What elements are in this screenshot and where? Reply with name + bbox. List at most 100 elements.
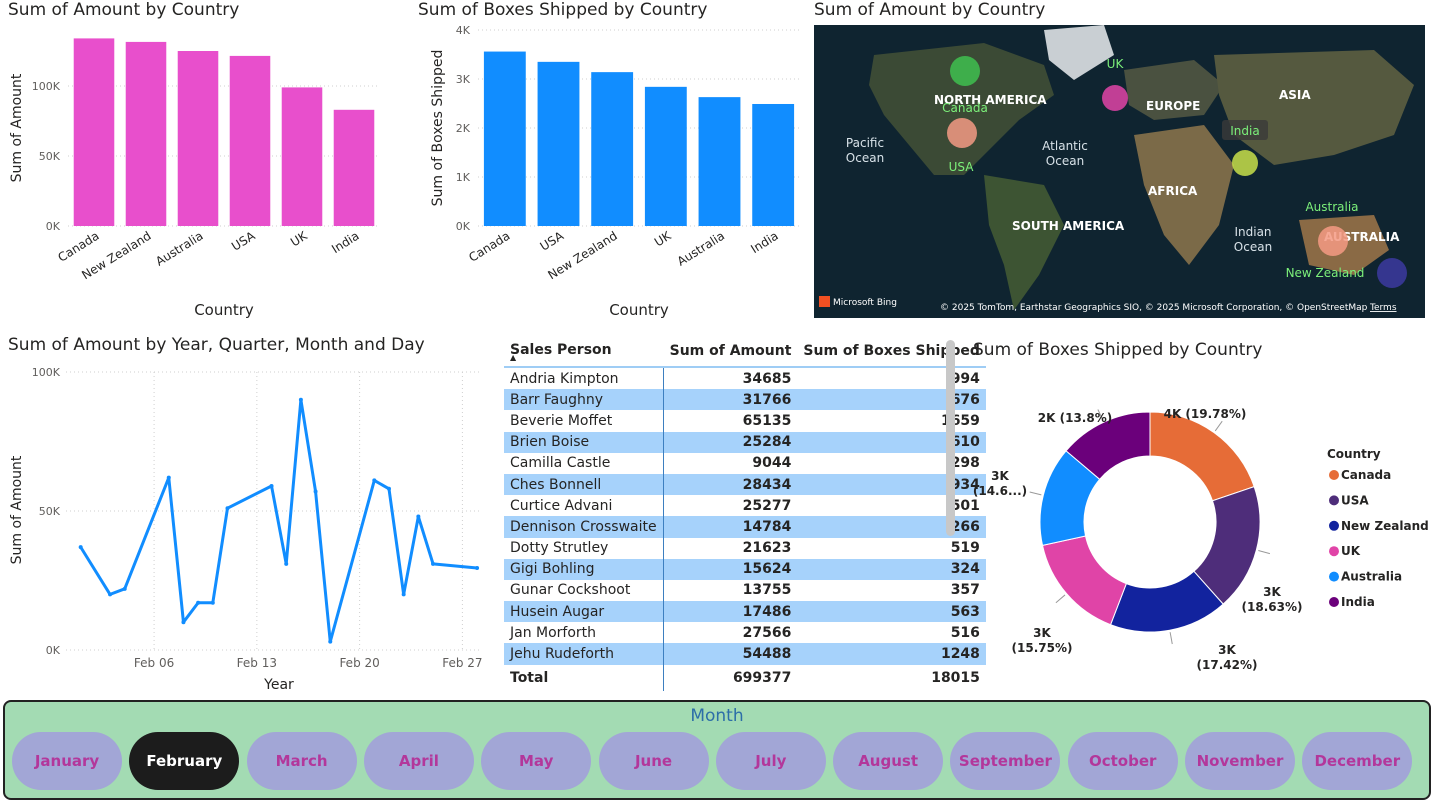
cell-sum-of-boxes: 298 [950, 455, 980, 472]
x-tick-label: India [329, 229, 361, 256]
line-point[interactable] [181, 620, 186, 625]
bar[interactable] [752, 103, 795, 226]
line-point[interactable] [122, 586, 127, 591]
table-row[interactable]: Curtice Advani 25277 501 [504, 495, 986, 517]
line-point[interactable] [401, 592, 406, 597]
amount-by-country-bar-chart: Sum of Amount by Country 0K 50K 100K Canada… [0, 0, 400, 322]
cell-sales-person: Dennison Crosswaite [504, 516, 664, 538]
month-button-january[interactable]: January [12, 732, 122, 790]
map-bubble-india [1232, 150, 1258, 176]
table-row[interactable]: Jehu Rudeforth 54488 1248 [504, 643, 986, 665]
line-point[interactable] [372, 478, 377, 483]
table-row[interactable]: Gigi Bohling 15624 324 [504, 558, 986, 580]
table-row[interactable]: Husein Augar 17486 563 [504, 601, 986, 623]
x-axis-title: Year [263, 677, 294, 693]
line-point[interactable] [431, 561, 436, 566]
chart-title: Sum of Boxes Shipped by Country [418, 0, 708, 20]
month-button-october[interactable]: October [1067, 732, 1178, 790]
table-row[interactable]: Camilla Castle 9044 298 [504, 452, 986, 474]
data-table: Sales Person ▲ Sum of Amount Sum of Boxes… [504, 336, 986, 691]
bar[interactable] [537, 61, 580, 226]
line-point[interactable] [416, 514, 421, 519]
donut-slice[interactable] [1065, 411, 1151, 481]
month-button-april[interactable]: April [363, 732, 474, 790]
month-button-september[interactable]: September [950, 732, 1061, 790]
bar[interactable] [483, 51, 526, 227]
bar[interactable] [281, 87, 323, 227]
table-row[interactable]: Andria Kimpton 34685 994 [504, 367, 986, 390]
column-header-sum-of-boxes[interactable]: Sum of Boxes Shipped [797, 336, 986, 368]
line-point[interactable] [108, 592, 113, 597]
column-header-sales-person[interactable]: Sales Person ▲ [504, 336, 664, 368]
month-button-march[interactable]: March [246, 732, 357, 790]
month-button-june[interactable]: June [598, 732, 709, 790]
cell-sales-person: Curtice Advani [504, 495, 664, 517]
amount-by-country-map[interactable]: NORTH AMERICA EUROPE ASIA AFRICA SOUTH A… [814, 25, 1425, 318]
line-point[interactable] [269, 483, 274, 488]
chart-title: Sum of Boxes Shipped by Country [973, 340, 1263, 360]
map-terms-link[interactable]: Terms [1369, 303, 1397, 313]
line-point[interactable] [313, 489, 318, 494]
table-row[interactable]: Dennison Crosswaite 14784 266 [504, 516, 986, 538]
line-point[interactable] [196, 600, 201, 605]
bar[interactable] [644, 86, 687, 226]
donut-slice[interactable] [1041, 535, 1127, 626]
month-button-december[interactable]: December [1302, 732, 1413, 790]
table-row[interactable]: Brien Boise 25284 610 [504, 431, 986, 453]
table-row[interactable]: Jan Morforth 27566 516 [504, 622, 986, 644]
month-button-may[interactable]: May [481, 732, 592, 790]
bar[interactable] [73, 38, 115, 227]
bar[interactable] [698, 97, 741, 226]
legend-item[interactable]: New Zealand [1341, 519, 1429, 533]
table-row[interactable]: Ches Bonnell 28434 934 [504, 473, 986, 496]
line-point[interactable] [166, 475, 171, 480]
line-point[interactable] [284, 561, 289, 566]
bar[interactable] [333, 109, 375, 226]
leader-line [1097, 409, 1104, 421]
table-row[interactable]: Dotty Strutley 21623 519 [504, 537, 986, 559]
table-row[interactable]: Beverie Moffet 65135 1659 [504, 410, 986, 432]
legend-item[interactable]: Canada [1341, 468, 1391, 482]
cell-sum-of-boxes: 676 [797, 389, 986, 411]
column-header-sum-of-amount[interactable]: Sum of Amount [663, 336, 798, 368]
table-scrollbar[interactable] [946, 340, 955, 536]
line-point[interactable] [210, 600, 215, 605]
map-bubbles[interactable] [947, 56, 1407, 288]
month-button-november[interactable]: November [1185, 732, 1295, 790]
line-point[interactable] [386, 486, 391, 491]
month-button-august[interactable]: August [833, 732, 944, 790]
line-point[interactable] [298, 397, 303, 402]
bubble-label: Australia [1305, 200, 1358, 214]
bar[interactable] [591, 72, 634, 226]
donut-slice[interactable] [1149, 411, 1255, 502]
x-tick-label: Australia [153, 229, 205, 269]
y-tick-label: 2K [456, 122, 471, 135]
legend-item[interactable]: India [1341, 595, 1375, 609]
line-series[interactable] [79, 398, 478, 644]
line-point[interactable] [328, 639, 333, 644]
legend-item[interactable]: Australia [1341, 570, 1402, 584]
bar[interactable] [177, 51, 219, 226]
month-button-july[interactable]: July [715, 732, 826, 790]
sales-person-table[interactable]: Sales Person ▲ Sum of Amount Sum of Boxes… [504, 336, 986, 692]
slicer-title: Month [690, 706, 744, 726]
legend-marker [1329, 571, 1339, 582]
cell-sum-of-boxes: 934 [797, 473, 986, 496]
cell-sales-person: Brien Boise [504, 431, 664, 453]
cell-sum-of-amount: 9044 [752, 455, 792, 472]
legend-item[interactable]: UK [1341, 544, 1361, 558]
month-button-february[interactable]: February [129, 732, 240, 790]
line-point[interactable] [475, 565, 480, 570]
y-tick-label: 3K [456, 73, 471, 86]
region-label: EUROPE [1146, 99, 1200, 113]
line-point[interactable] [225, 506, 230, 511]
line-point[interactable] [78, 545, 83, 550]
region-label: NORTH AMERICA [934, 93, 1047, 107]
bar[interactable] [125, 41, 167, 227]
table-row[interactable]: Gunar Cockshoot 13755 357 [504, 579, 986, 602]
legend-item[interactable]: USA [1341, 493, 1369, 507]
donut-data-label: 3K (17.42%) [1197, 643, 1258, 672]
bar[interactable] [229, 55, 271, 227]
table-row[interactable]: Barr Faughny 31766 676 [504, 389, 986, 411]
